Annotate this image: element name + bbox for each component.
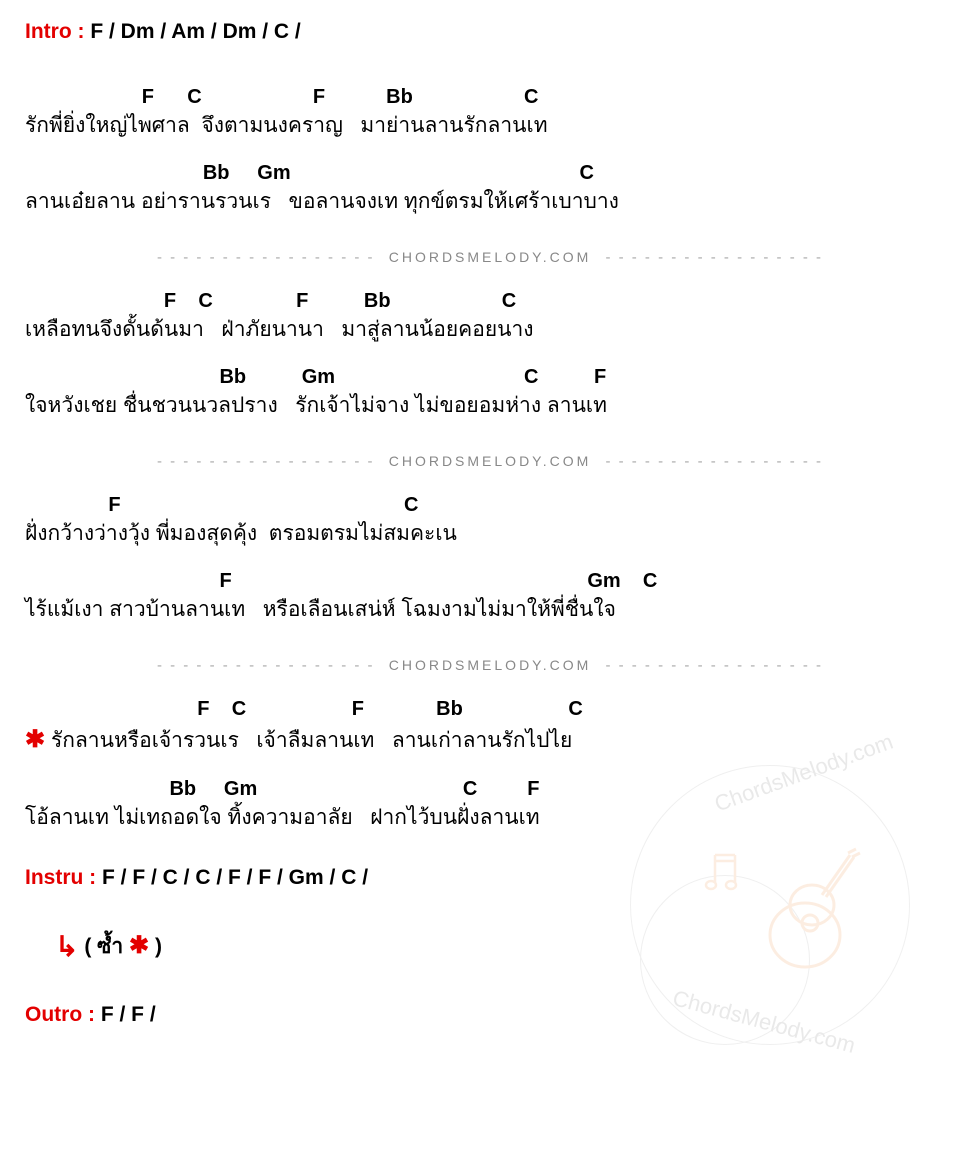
divider-dash-right: - - - - - - - - - - - - - - - - - bbox=[605, 453, 823, 470]
divider-dash-left: - - - - - - - - - - - - - - - - - bbox=[157, 453, 375, 470]
verse4-chords-1: F C F Bb C bbox=[25, 696, 955, 722]
divider-3: - - - - - - - - - - - - - - - - - CHORDS… bbox=[25, 657, 955, 674]
verse-4: F C F Bb C ✱ รักลานหรือเจ้ารวนเร เจ้าลืม… bbox=[25, 696, 955, 834]
outro-section: Outro : F / F / bbox=[25, 1003, 955, 1027]
verse2-chords-1: F C F Bb C bbox=[25, 288, 955, 314]
outro-label: Outro : bbox=[25, 1003, 95, 1026]
intro-section: Intro : F / Dm / Am / Dm / C / bbox=[25, 20, 955, 44]
instru-section: Instru : F / F / C / C / F / F / Gm / C … bbox=[25, 866, 955, 890]
star-icon: ✱ bbox=[129, 932, 149, 959]
verse3-chords-1: F C bbox=[25, 492, 955, 518]
divider-brand: CHORDSMELODY.COM bbox=[389, 249, 592, 265]
verse3-chords-2: F Gm C bbox=[25, 568, 955, 594]
divider-brand: CHORDSMELODY.COM bbox=[389, 657, 592, 673]
verse4-lyrics-2: โอ้ลานเท ไม่เทถอดใจ ทิ้งความอาลัย ฝากไว้… bbox=[25, 802, 955, 834]
intro-label: Intro : bbox=[25, 20, 84, 43]
repeat-close: ) bbox=[149, 935, 162, 958]
divider-dash-right: - - - - - - - - - - - - - - - - - bbox=[605, 249, 823, 266]
verse3-lyrics-2: ไร้แม้เงา สาวบ้านลานเท หรือเลือนเสน่ห์ โ… bbox=[25, 594, 955, 626]
verse2-lyrics-1: เหลือทนจึงดั้นด้นมา ฝ่าภัยนานา มาสู่ลานน… bbox=[25, 314, 955, 346]
verse4-lyrics-text-1: รักลานหรือเจ้ารวนเร เจ้าลืมลานเท ลานเก่า… bbox=[45, 729, 572, 752]
divider-dash-left: - - - - - - - - - - - - - - - - - bbox=[157, 249, 375, 266]
verse3-lyrics-1: ฝั่งกว้างว่างวุ้ง พี่มองสุดคุ้ง ตรอมตรมไ… bbox=[25, 518, 955, 550]
intro-chords: F / Dm / Am / Dm / C / bbox=[90, 20, 300, 43]
verse-2: F C F Bb C เหลือทนจึงดั้นด้นมา ฝ่าภัยนาน… bbox=[25, 288, 955, 421]
divider-dash-right: - - - - - - - - - - - - - - - - - bbox=[605, 657, 823, 674]
chord-sheet: Intro : F / Dm / Am / Dm / C / F C F Bb … bbox=[25, 20, 955, 1027]
repeat-text: ( ซ้ำ bbox=[84, 935, 129, 958]
instru-chords: F / F / C / C / F / F / Gm / C / bbox=[102, 866, 368, 889]
instru-label: Instru : bbox=[25, 866, 96, 889]
verse1-lyrics-1: รักพี่ยิ่งใหญ่ไพศาล จึงตามนงคราญ มาย่านล… bbox=[25, 110, 955, 142]
outro-chords: F / F / bbox=[101, 1003, 156, 1026]
verse-3: F C ฝั่งกว้างว่างวุ้ง พี่มองสุดคุ้ง ตรอม… bbox=[25, 492, 955, 625]
divider-1: - - - - - - - - - - - - - - - - - CHORDS… bbox=[25, 249, 955, 266]
verse-1: F C F Bb C รักพี่ยิ่งใหญ่ไพศาล จึงตามนงค… bbox=[25, 84, 955, 217]
divider-brand: CHORDSMELODY.COM bbox=[389, 453, 592, 469]
divider-dash-left: - - - - - - - - - - - - - - - - - bbox=[157, 657, 375, 674]
star-icon: ✱ bbox=[25, 726, 45, 753]
verse1-chords-2: Bb Gm C bbox=[25, 160, 955, 186]
verse2-chords-2: Bb Gm C F bbox=[25, 364, 955, 390]
verse2-lyrics-2: ใจหวังเชย ชื่นชวนนวลปราง รักเจ้าไม่จาง ไ… bbox=[25, 390, 955, 422]
verse1-chords-1: F C F Bb C bbox=[25, 84, 955, 110]
verse4-chords-2: Bb Gm C F bbox=[25, 776, 955, 802]
verse1-lyrics-2: ลานเอ๋ยลาน อย่ารานรวนเร ขอลานจงเท ทุกข์ต… bbox=[25, 186, 955, 218]
verse4-lyrics-1: ✱ รักลานหรือเจ้ารวนเร เจ้าลืมลานเท ลานเก… bbox=[25, 722, 955, 758]
arrow-icon: ↳ bbox=[55, 930, 78, 963]
repeat-block: ↳ ( ซ้ำ ✱ ) bbox=[55, 930, 955, 964]
divider-2: - - - - - - - - - - - - - - - - - CHORDS… bbox=[25, 453, 955, 470]
